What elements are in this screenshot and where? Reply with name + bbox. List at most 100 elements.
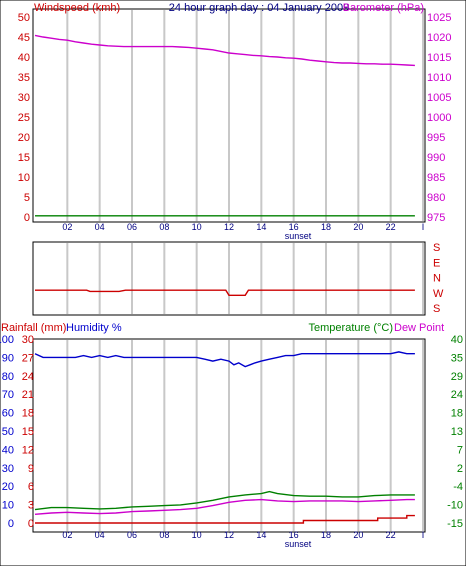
humidity-tick-label: 0 — [8, 518, 14, 530]
wind-direction-line — [35, 289, 415, 296]
direction-tick-label: N — [433, 273, 441, 285]
humidity-tick-label: 60 — [2, 408, 14, 420]
windspeed-tick-label: 50 — [18, 12, 30, 24]
rainfall-tick-label: 12 — [22, 444, 34, 456]
x-tick-label: 04 — [95, 222, 105, 232]
barometer-line — [34, 34, 415, 67]
barometer-tick-label: 1020 — [427, 32, 451, 44]
dewpoint-axis-label: Dew Point — [394, 322, 444, 334]
humidity-tick-label: 30 — [2, 463, 14, 475]
humidity-tick-label: 10 — [2, 500, 14, 512]
windspeed-tick-label: 10 — [18, 172, 30, 184]
x-tick-label: 16 — [289, 530, 299, 540]
x-tick-label: 14 — [256, 222, 266, 232]
windspeed-tick-label: 0 — [24, 212, 30, 224]
rainfall-tick-label: 15 — [22, 426, 34, 438]
x-tick-label: 18 — [321, 222, 331, 232]
x-tick-label: 12 — [224, 222, 234, 232]
temperature-axis-label: Temperature (°C) — [309, 322, 393, 334]
x-tick-label: 16 — [289, 222, 299, 232]
rainfall-tick-label: 9 — [28, 463, 34, 475]
x-tick-label: 10 — [192, 530, 202, 540]
barometer-tick-label: 1010 — [427, 72, 451, 84]
humidity-tick-label: 50 — [2, 426, 14, 438]
barometer-tick-label: 980 — [427, 192, 445, 204]
direction-tick-label: S — [433, 242, 440, 254]
temperature-tick-label: -4 — [453, 481, 463, 493]
temperature-tick-label: 13 — [451, 426, 463, 438]
sunset-annotation: sunset — [285, 539, 312, 549]
x-tick-label: I — [422, 530, 425, 540]
humidity-tick-label: 100 — [0, 334, 14, 346]
barometer-tick-label: 1015 — [427, 52, 451, 64]
windspeed-tick-label: 35 — [18, 72, 30, 84]
temperature-tick-label: 35 — [451, 352, 463, 364]
humidity-axis-label: Humidity % — [66, 322, 122, 334]
x-tick-label: 10 — [192, 222, 202, 232]
barometer-tick-label: 985 — [427, 172, 445, 184]
rainfall-axis-label: Rainfall (mm) — [1, 322, 66, 334]
dewpoint-line — [34, 498, 415, 515]
windspeed-tick-label: 45 — [18, 32, 30, 44]
humidity-line — [34, 351, 415, 368]
barometer-tick-label: 995 — [427, 132, 445, 144]
temperature-tick-label: 24 — [451, 389, 463, 401]
temperature-tick-label: 2 — [457, 463, 463, 475]
rainfall-tick-label: 27 — [22, 352, 34, 364]
barometer-tick-label: 990 — [427, 152, 445, 164]
direction-tick-label: S — [433, 303, 440, 315]
barometer-tick-label: 1005 — [427, 92, 451, 104]
temperature-tick-label: 29 — [451, 371, 463, 383]
x-tick-label: 22 — [386, 530, 396, 540]
barometer-tick-label: 975 — [427, 212, 445, 224]
rainfall-tick-label: 0 — [28, 518, 34, 530]
x-tick-label: I — [422, 222, 425, 232]
rainfall-tick-label: 30 — [22, 334, 34, 346]
barometer-tick-label: 1025 — [427, 12, 451, 24]
windspeed-tick-label: 30 — [18, 92, 30, 104]
x-tick-label: 06 — [127, 222, 137, 232]
x-tick-label: 20 — [353, 222, 363, 232]
windspeed-tick-label: 20 — [18, 132, 30, 144]
x-tick-label: 04 — [95, 530, 105, 540]
humidity-tick-label: 40 — [2, 444, 14, 456]
barometer-axis-label: Barometer (hPa) — [343, 2, 424, 14]
temperature-tick-label: 18 — [451, 408, 463, 420]
windspeed-tick-label: 25 — [18, 112, 30, 124]
x-tick-label: 18 — [321, 530, 331, 540]
chart-title: 24 hour graph day : 04 January 2009 — [169, 2, 349, 14]
direction-tick-label: E — [433, 257, 440, 269]
rainfall-tick-label: 21 — [22, 389, 34, 401]
x-tick-label: 08 — [159, 530, 169, 540]
x-tick-label: 08 — [159, 222, 169, 232]
humidity-tick-label: 20 — [2, 481, 14, 493]
rainfall-line — [35, 514, 415, 524]
rainfall-tick-label: 24 — [22, 371, 34, 383]
temperature-tick-label: -10 — [447, 500, 463, 512]
windspeed-tick-label: 15 — [18, 152, 30, 164]
x-tick-label: 06 — [127, 530, 137, 540]
x-tick-label: 12 — [224, 530, 234, 540]
x-tick-label: 20 — [353, 530, 363, 540]
rainfall-tick-label: 18 — [22, 408, 34, 420]
x-tick-label: 02 — [62, 530, 72, 540]
x-tick-label: 14 — [256, 530, 266, 540]
temperature-tick-label: 7 — [457, 444, 463, 456]
windspeed-axis-label: Windspeed (kmh) — [34, 2, 120, 14]
x-tick-label: 02 — [62, 222, 72, 232]
humidity-tick-label: 80 — [2, 371, 14, 383]
temperature-line — [34, 490, 415, 511]
windspeed-tick-label: 40 — [18, 52, 30, 64]
rainfall-tick-label: 6 — [28, 481, 34, 493]
windspeed-tick-label: 5 — [24, 192, 30, 204]
temperature-tick-label: 40 — [451, 334, 463, 346]
x-tick-label: 22 — [386, 222, 396, 232]
humidity-tick-label: 90 — [2, 352, 14, 364]
humidity-tick-label: 70 — [2, 389, 14, 401]
direction-tick-label: W — [433, 288, 444, 300]
barometer-tick-label: 1000 — [427, 112, 451, 124]
